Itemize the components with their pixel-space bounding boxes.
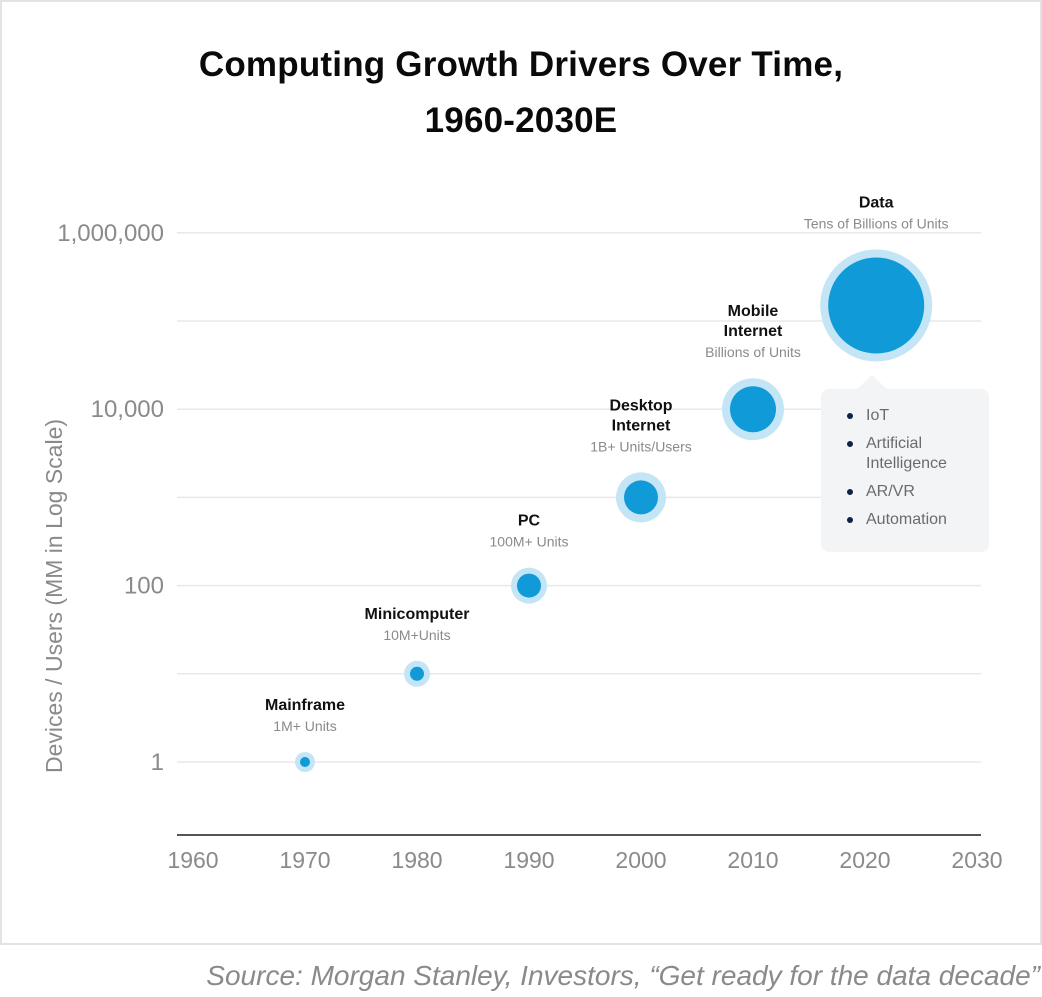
y-tick-label: 1 — [151, 749, 164, 776]
data-drivers-list: IoT Artificial Intelligence AR/VR Automatio… — [821, 389, 989, 530]
bubble — [828, 257, 925, 354]
x-tick-label: 2020 — [839, 847, 890, 873]
bubble-title: Minicomputer — [365, 606, 470, 623]
bubble-subtitle: Tens of Billions of Units — [804, 215, 949, 231]
bubble-subtitle: Billions of Units — [705, 344, 801, 360]
bubble-title: Internet — [724, 323, 783, 340]
y-tick-label: 10,000 — [91, 396, 164, 423]
x-tick-label: 1970 — [279, 847, 330, 873]
callout-item: Automation — [847, 510, 981, 530]
bubble-subtitle: 1M+ Units — [273, 718, 336, 734]
chart-title-line-2: 1960-2030E — [424, 101, 618, 140]
source-note: Source: Morgan Stanley, Investors, “Get … — [206, 960, 1040, 991]
bubble-subtitle: 10M+Units — [383, 627, 450, 643]
bubble-title: Desktop — [609, 397, 672, 414]
callout-item-label: Artificial Intelligence — [866, 435, 947, 472]
y-axis-label: Devices / Users (MM in Log Scale) — [41, 419, 67, 773]
x-tick-label: 1980 — [391, 847, 442, 873]
y-tick-label: 100 — [124, 573, 164, 600]
callout-item: IoT — [847, 406, 981, 426]
chart-title-line-1: Computing Growth Drivers Over Time, — [198, 45, 844, 84]
x-tick-label: 2010 — [727, 847, 778, 873]
callout-item-label: AR/VR — [866, 483, 915, 500]
callout-item: AR/VR — [847, 482, 981, 502]
bullet-icon — [847, 489, 853, 495]
bubble — [624, 480, 658, 515]
bubble-title: PC — [518, 513, 541, 530]
bubble — [730, 386, 776, 433]
callout-item-label: IoT — [866, 407, 890, 424]
data-drivers-callout: IoT Artificial Intelligence AR/VR Automatio… — [821, 375, 989, 552]
bubble-subtitle: 1B+ Units/Users — [590, 438, 692, 454]
bubble — [410, 666, 424, 681]
bubble-subtitle: 100M+ Units — [490, 534, 569, 550]
x-tick-label: 1960 — [167, 847, 218, 873]
y-tick-label: 1,000,000 — [57, 220, 164, 247]
callout-item: Artificial Intelligence — [847, 434, 981, 474]
bubble — [517, 573, 541, 598]
bubble — [300, 757, 310, 767]
x-tick-label: 2030 — [951, 847, 1002, 873]
x-tick-label: 2000 — [615, 847, 666, 873]
bubble-title: Internet — [612, 417, 671, 434]
bullet-icon — [847, 413, 853, 419]
bubble-title: Mainframe — [265, 697, 345, 714]
callout-item-label: Automation — [866, 511, 947, 528]
bullet-icon — [847, 441, 853, 447]
bubble-title: Mobile — [728, 303, 779, 320]
x-tick-label: 1990 — [503, 847, 554, 873]
bubble-title: Data — [859, 194, 894, 211]
bullet-icon — [847, 517, 853, 523]
